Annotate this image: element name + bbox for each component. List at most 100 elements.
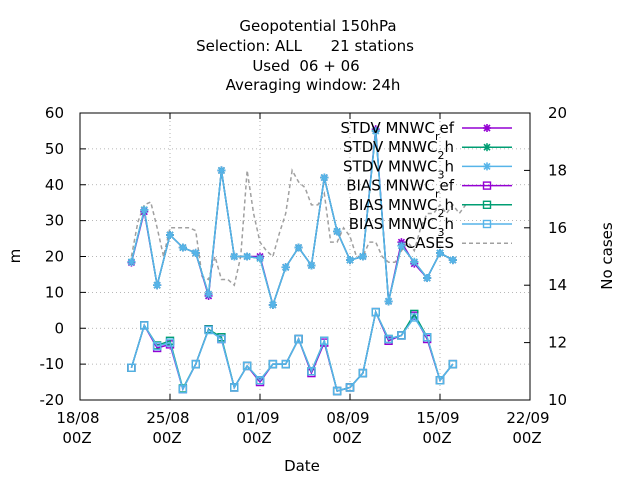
x-tick-label: 01/09 [236,409,279,427]
legend-label: BIAS MNWCref [346,177,454,201]
legend-entry: STDV MNWC2h [343,138,512,162]
y2-tick-label: 14 [548,276,567,294]
data-point [204,325,213,335]
data-point [140,205,149,214]
y-tick-label: 20 [45,248,64,266]
data-point [346,256,354,265]
data-point [268,359,278,369]
y-tick-label: 50 [45,140,64,158]
data-point [230,383,239,392]
data-point [482,219,492,229]
data-point [448,256,457,265]
y-tick-label: 60 [45,104,64,122]
y2-tick-label: 10 [548,391,567,409]
y2-tick-label: 16 [548,219,567,237]
legend-label: BIAS MNWC2h [349,196,454,220]
data-point [320,173,329,182]
data-point [217,166,226,175]
data-point [423,274,432,283]
legend-label: STDV MNWCref [340,119,454,143]
series-layer [127,125,467,396]
data-point [165,338,175,347]
data-point [153,281,162,290]
data-point [127,257,136,266]
x-tick-label: 08/09 [326,409,369,427]
data-point [410,313,419,322]
data-point [256,254,264,263]
data-point [294,334,303,344]
data-point [483,143,491,152]
x-tick-label: 25/08 [146,409,189,427]
y2-tick-label: 12 [548,334,567,352]
y-tick-label: -20 [40,391,65,409]
y2-tick-label: 18 [548,161,567,179]
data-point [268,300,277,309]
data-point [371,307,380,317]
data-point [483,124,491,132]
y-tick-label: 10 [45,283,64,301]
x-tick-label: 00Z [242,429,271,447]
data-point [191,248,200,257]
legend-label: STDV MNWC3h [343,157,454,181]
legend-entry: STDV MNWC3h [343,157,512,181]
data-point [371,126,380,135]
data-point [242,361,252,371]
y-tick-label: 30 [45,212,64,230]
y2-axis-label: No cases [598,222,616,290]
title-line: Geopotential 150hPa [239,17,396,35]
data-point [204,290,213,299]
y-axis-label: m [6,249,24,264]
legend-entry: BIAS MNWC3h [349,215,512,239]
y-tick-label: 0 [54,319,64,337]
data-point [358,252,367,261]
data-point [448,359,458,369]
data-point [307,367,316,376]
data-point [345,383,355,392]
data-point [152,341,162,351]
x-tick-label: 00Z [512,429,541,447]
y-tick-label: -10 [40,355,65,373]
data-point [281,359,290,369]
data-point [217,334,226,344]
data-point [178,243,187,252]
data-point [358,368,368,378]
chart-title: Geopotential 150hPa Selection: ALL 21 st… [196,17,414,94]
x-tick-label: 15/09 [416,409,459,427]
legend-entry: STDV MNWCref [340,119,512,143]
legend-entry: CASES [405,234,512,252]
data-point [255,376,265,385]
x-tick-label: 22/09 [506,409,549,427]
data-point [333,227,342,236]
x-tick-label: 18/08 [56,409,99,427]
data-point [483,162,491,171]
data-point [281,263,290,272]
x-axis-label: Date [284,457,320,475]
series-line [130,130,454,308]
axes: -20 -10 0 10 20 30 40 50 60 10 12 14 16 18 20 18/08 00Z 2… [40,104,568,447]
legend-entry: BIAS MNWC2h [349,196,512,220]
series-5 [127,307,458,396]
y2-tick-label: 20 [548,104,567,122]
data-point [422,333,432,342]
data-point [482,200,492,210]
legend-entry: BIAS MNWCref [346,177,512,201]
data-point [294,243,303,252]
y-tick-label: 40 [45,176,64,194]
data-point [384,334,393,344]
data-point [178,385,188,394]
data-point [230,252,239,261]
x-tick-label: 00Z [332,429,361,447]
legend-label: BIAS MNWC3h [349,215,454,239]
data-point [436,248,444,257]
data-point [127,363,136,372]
series-line-cases [130,168,467,287]
data-point [243,252,252,261]
title-line: Selection: ALL 21 stations [196,37,414,55]
title-line: Averaging window: 24h [226,76,401,94]
legend-label: CASES [405,234,454,252]
data-point [320,336,329,346]
data-point [397,241,406,250]
data-point [384,297,393,306]
